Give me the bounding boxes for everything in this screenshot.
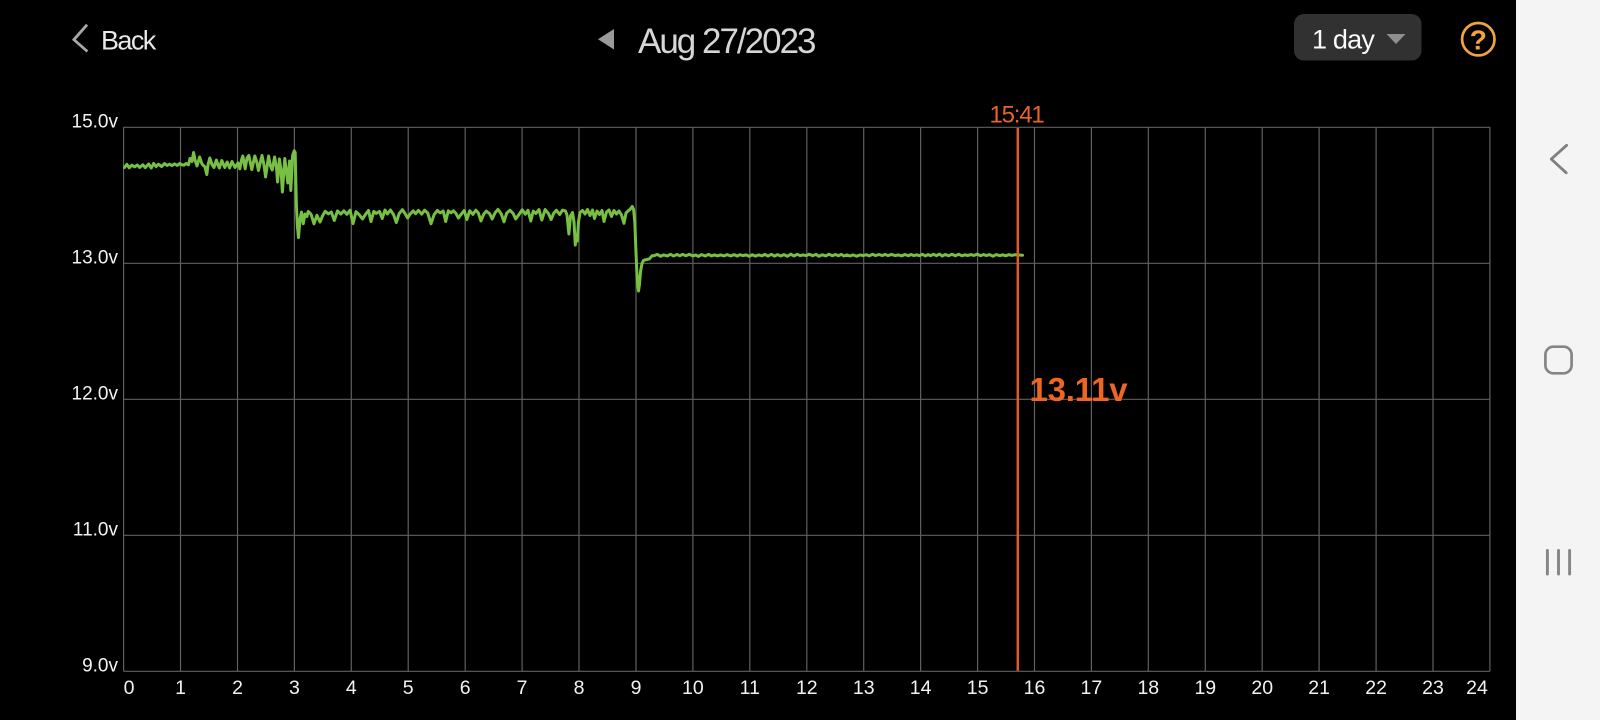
svg-text:21: 21 [1308, 677, 1330, 699]
svg-text:12.0v: 12.0v [72, 383, 119, 404]
svg-text:6: 6 [460, 677, 471, 699]
svg-text:11: 11 [740, 677, 760, 699]
svg-text:14: 14 [910, 677, 932, 699]
svg-text:9.0v: 9.0v [82, 655, 118, 676]
svg-text:19: 19 [1194, 677, 1216, 699]
svg-text:15:41: 15:41 [989, 101, 1044, 128]
svg-text:Back: Back [101, 26, 157, 56]
svg-text:13.11v: 13.11v [1030, 371, 1129, 408]
svg-text:8: 8 [574, 677, 585, 699]
svg-text:16: 16 [1024, 677, 1046, 699]
svg-text:9: 9 [631, 677, 642, 699]
svg-text:3: 3 [289, 677, 300, 699]
svg-text:17: 17 [1081, 677, 1103, 699]
svg-text:1: 1 [175, 677, 186, 699]
svg-text:23: 23 [1422, 677, 1444, 699]
svg-text:13: 13 [853, 677, 875, 699]
svg-text:22: 22 [1365, 677, 1387, 699]
svg-text:20: 20 [1251, 677, 1273, 699]
svg-text:?: ? [1470, 25, 1487, 56]
svg-text:5: 5 [403, 677, 414, 699]
svg-text:12: 12 [796, 677, 818, 699]
svg-text:11.0v: 11.0v [73, 519, 119, 540]
svg-text:7: 7 [517, 677, 528, 699]
svg-text:Aug 27/2023: Aug 27/2023 [638, 22, 815, 61]
svg-text:15.0v: 15.0v [72, 112, 119, 133]
svg-text:4: 4 [346, 677, 357, 699]
svg-text:24: 24 [1466, 677, 1488, 699]
svg-text:0: 0 [124, 677, 135, 699]
svg-text:10: 10 [682, 677, 704, 699]
svg-text:1 day: 1 day [1312, 25, 1375, 55]
svg-text:15: 15 [967, 677, 989, 699]
svg-text:13.0v: 13.0v [72, 247, 119, 268]
svg-text:2: 2 [232, 677, 243, 699]
svg-text:18: 18 [1137, 677, 1159, 699]
